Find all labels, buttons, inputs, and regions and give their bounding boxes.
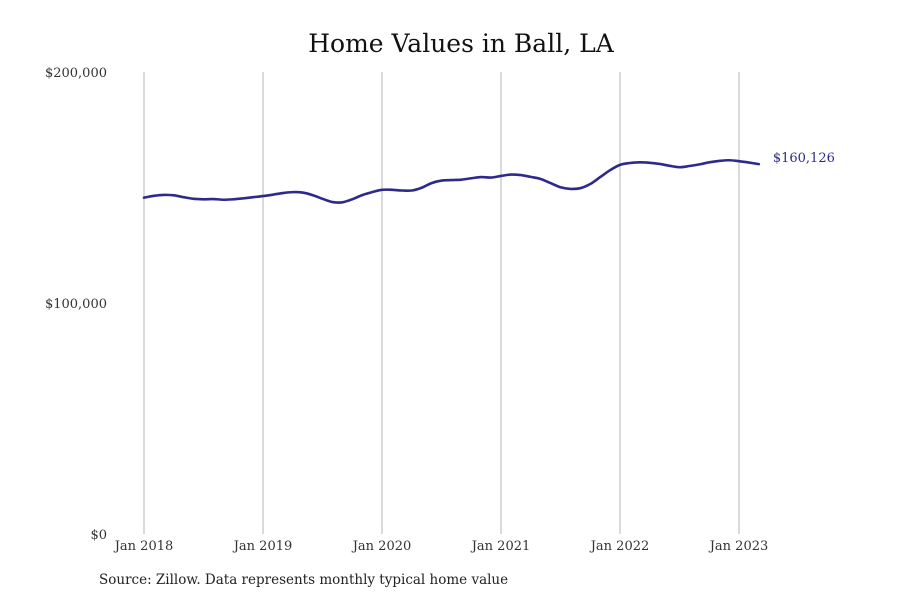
data-point — [161, 192, 167, 198]
data-point — [310, 192, 316, 198]
data-point — [597, 174, 603, 180]
data-point — [726, 157, 732, 163]
data-point — [250, 194, 256, 200]
series-line — [142, 158, 761, 204]
data-point — [339, 199, 345, 205]
source-note: Source: Zillow. Data represents monthly … — [99, 572, 509, 588]
y-tick-label: $0 — [90, 528, 107, 543]
data-point — [260, 193, 266, 199]
data-point — [696, 161, 702, 167]
data-point — [508, 172, 514, 178]
data-point — [419, 185, 425, 191]
data-point — [548, 180, 554, 186]
data-point — [448, 177, 454, 183]
data-point — [379, 187, 385, 193]
data-point — [617, 162, 623, 168]
series-layer: $160,126 — [141, 151, 835, 205]
data-point — [657, 161, 663, 167]
data-point — [439, 178, 445, 184]
data-point — [478, 174, 484, 180]
data-point — [468, 175, 474, 181]
y-tick-label: $100,000 — [45, 297, 107, 312]
data-point — [667, 163, 673, 169]
data-point — [756, 161, 762, 167]
data-point — [389, 187, 395, 193]
x-tick-label: Jan 2020 — [351, 539, 412, 554]
data-point — [647, 160, 653, 166]
x-tick-label: Jan 2023 — [708, 539, 769, 554]
gridlines — [143, 72, 740, 534]
data-point — [151, 193, 157, 199]
data-point — [409, 188, 415, 194]
data-point — [429, 180, 435, 186]
data-point — [300, 190, 306, 196]
data-point — [627, 160, 633, 166]
data-point — [220, 197, 226, 203]
data-point — [736, 158, 742, 164]
data-point — [716, 158, 722, 164]
data-point — [280, 190, 286, 196]
y-axis-tick-labels: $0 $100,000 $200,000 — [45, 66, 107, 543]
data-point — [706, 159, 712, 165]
x-axis-tick-labels: Jan 2018 Jan 2019 Jan 2020 Jan 2021 Jan 2022… — [113, 539, 769, 554]
data-point — [349, 196, 355, 202]
x-tick-label: Jan 2021 — [470, 539, 531, 554]
data-point — [329, 199, 335, 205]
data-point — [320, 196, 326, 202]
data-point — [528, 174, 534, 180]
data-point — [637, 159, 643, 165]
data-point — [587, 181, 593, 187]
data-point — [201, 196, 207, 202]
data-point — [181, 194, 187, 200]
data-point — [458, 177, 464, 183]
x-tick-label: Jan 2022 — [589, 539, 650, 554]
data-point — [141, 195, 147, 201]
data-point — [607, 167, 613, 173]
data-point — [210, 196, 216, 202]
data-point — [290, 189, 296, 195]
data-point — [558, 184, 564, 190]
data-point — [518, 172, 524, 178]
data-point — [538, 176, 544, 182]
data-point — [498, 173, 504, 179]
data-point — [171, 192, 177, 198]
end-value-label: $160,126 — [773, 151, 835, 166]
data-point — [270, 192, 276, 198]
y-tick-label: $200,000 — [45, 66, 107, 81]
data-point — [191, 196, 197, 202]
x-tick-label: Jan 2018 — [113, 539, 174, 554]
data-point — [577, 185, 583, 191]
data-point — [359, 192, 365, 198]
data-point — [488, 175, 494, 181]
data-point — [686, 163, 692, 169]
data-point — [677, 164, 683, 170]
data-point — [567, 186, 573, 192]
data-point — [230, 196, 236, 202]
data-point — [240, 195, 246, 201]
x-tick-label: Jan 2019 — [232, 539, 293, 554]
data-point — [746, 160, 752, 166]
data-point — [369, 189, 375, 195]
chart-title: Home Values in Ball, LA — [308, 29, 614, 58]
data-point — [399, 188, 405, 194]
